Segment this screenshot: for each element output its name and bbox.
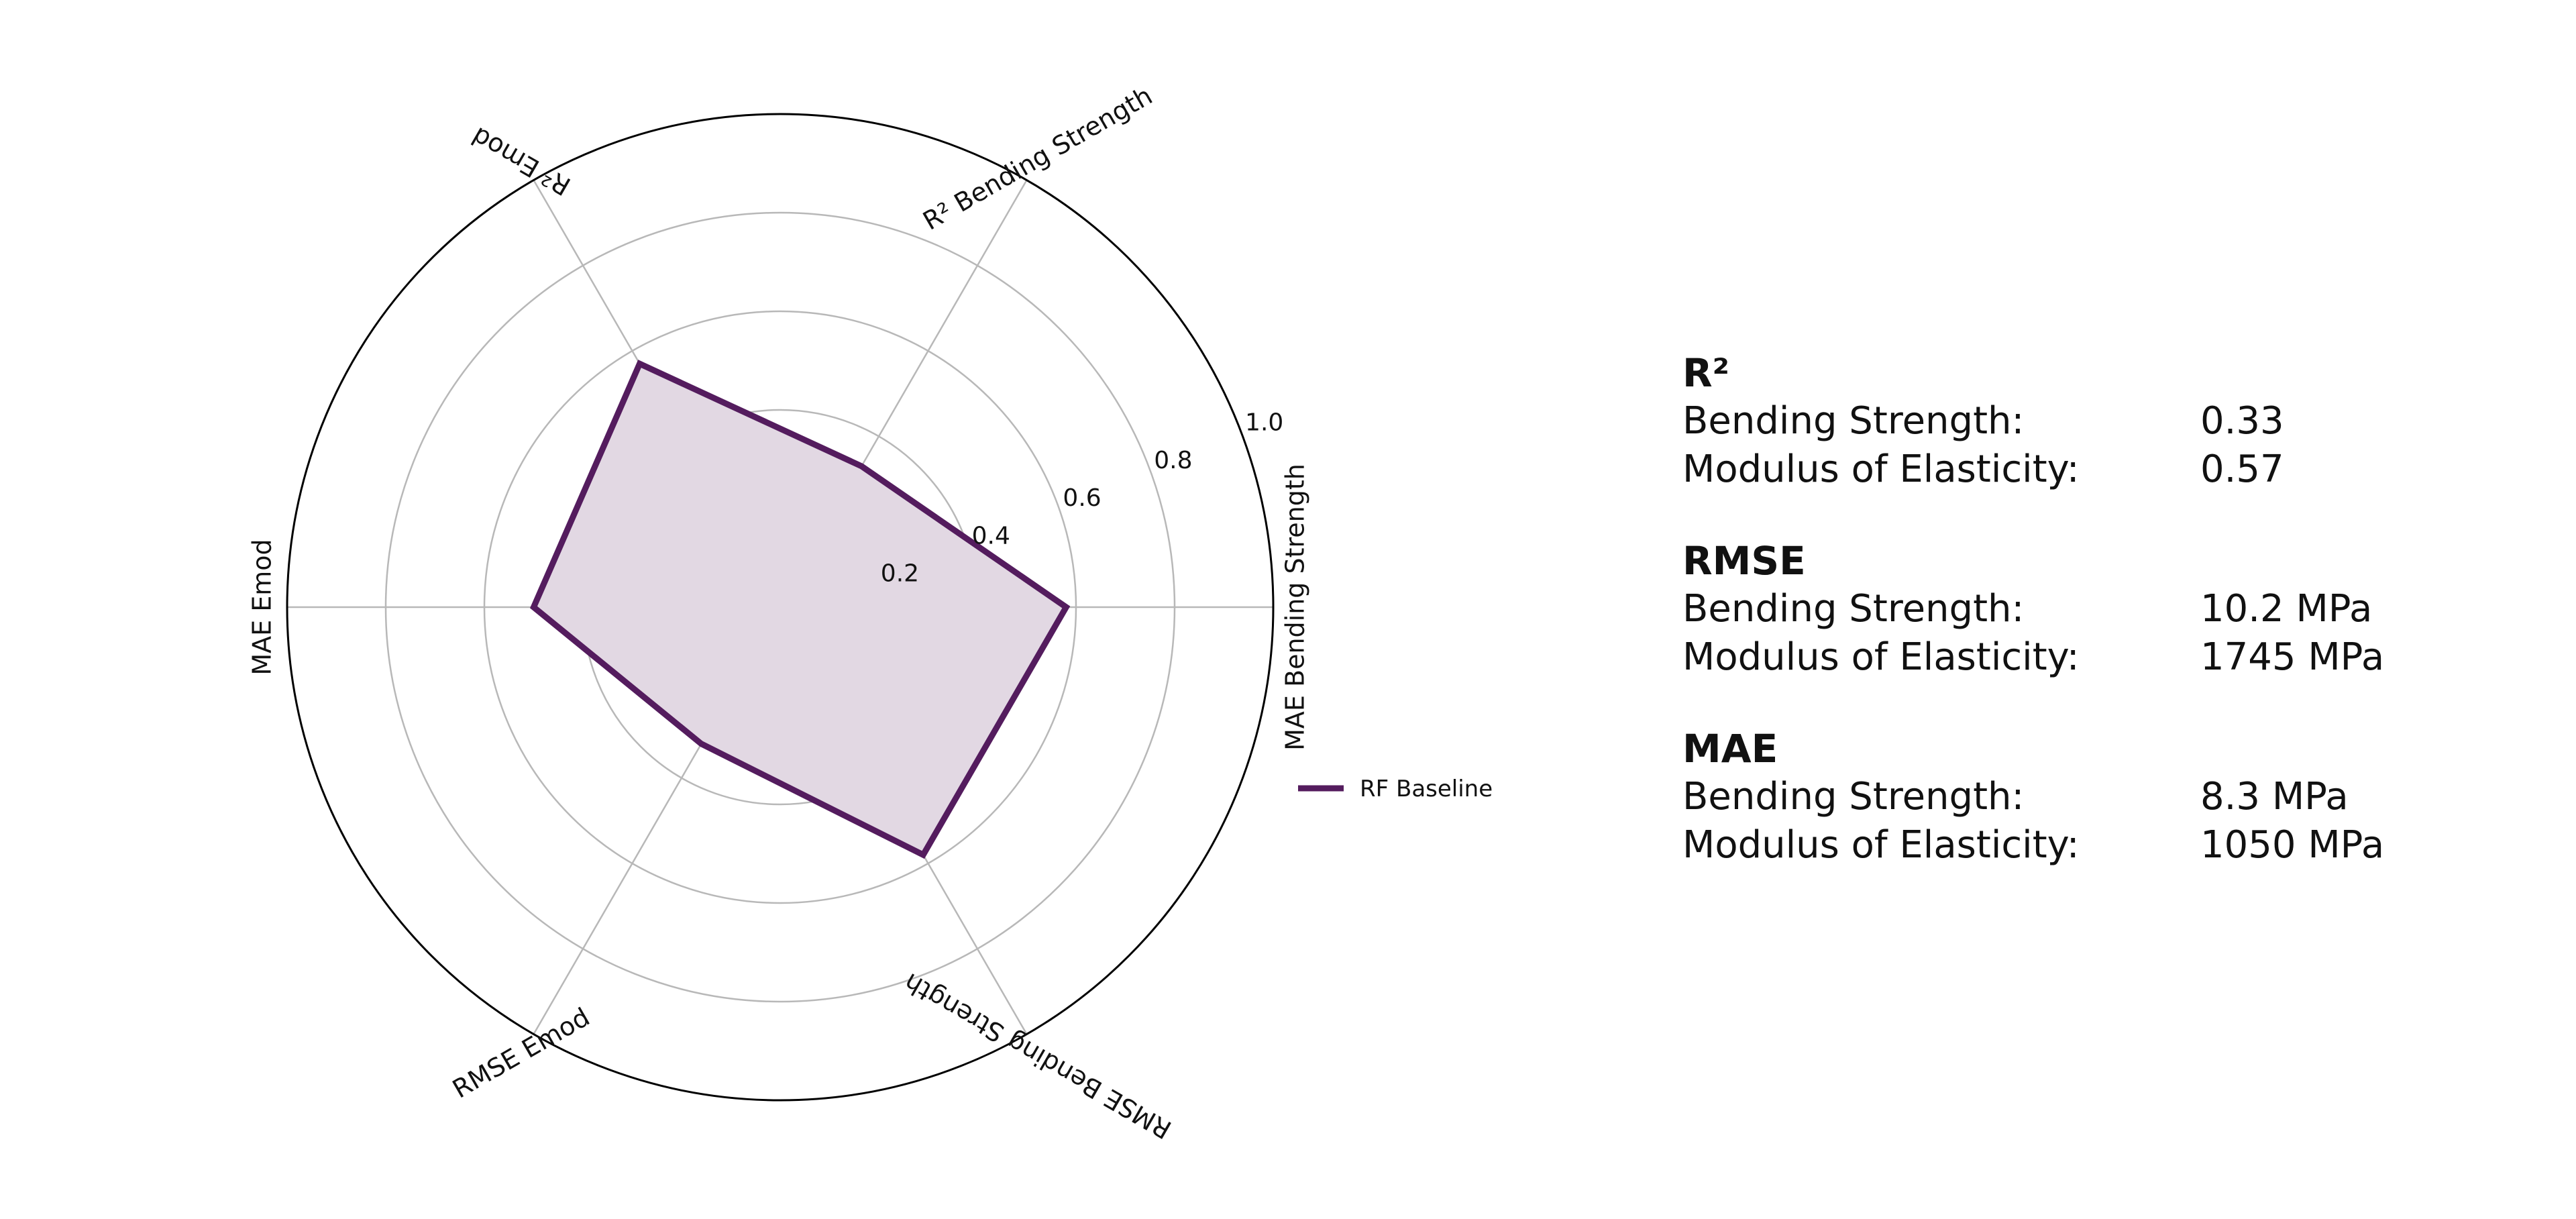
outer-circle <box>286 113 1275 1102</box>
r2-moe-row: Modulus of Elasticity: 0.57 <box>1682 445 2487 494</box>
metrics-panel: R² Bending Strength: 0.33 Modulus of Ela… <box>1682 349 2487 912</box>
r2-moe-value: 0.57 <box>2200 447 2284 491</box>
legend-label: RF Baseline <box>1360 776 1493 802</box>
radial-tick-label: 0.2 <box>881 560 919 588</box>
r2-bending-label: Bending Strength: <box>1682 399 2025 443</box>
rmse-moe-value: 1745 MPa <box>2200 635 2385 679</box>
radial-tick-label: 0.6 <box>1063 484 1101 512</box>
rmse-group: RMSE Bending Strength: 10.2 MPa Modulus … <box>1682 537 2487 682</box>
axis-label: RMSE Bending Strength <box>899 967 1177 1145</box>
mae-moe-label: Modulus of Elasticity: <box>1682 823 2080 867</box>
r2-group: R² Bending Strength: 0.33 Modulus of Ela… <box>1682 349 2487 494</box>
radial-tick-label: 0.8 <box>1154 447 1192 474</box>
radial-tick-label: 1.0 <box>1245 409 1283 437</box>
rmse-bending-label: Bending Strength: <box>1682 587 2025 631</box>
mae-bending-row: Bending Strength: 8.3 MPa <box>1682 773 2487 821</box>
series-fill <box>533 364 1067 855</box>
rmse-heading: RMSE <box>1682 538 1806 584</box>
mae-bending-label: Bending Strength: <box>1682 775 2025 818</box>
mae-bending-value: 8.3 MPa <box>2200 775 2349 818</box>
mae-group: MAE Bending Strength: 8.3 MPa Modulus of… <box>1682 725 2487 869</box>
r2-bending-value: 0.33 <box>2200 399 2284 443</box>
mae-heading: MAE <box>1682 726 1778 772</box>
r2-heading: R² <box>1682 350 1730 396</box>
r2-bending-row: Bending Strength: 0.33 <box>1682 397 2487 445</box>
r2-moe-label: Modulus of Elasticity: <box>1682 447 2080 491</box>
axis-label: MAE Emod <box>248 539 277 675</box>
rmse-moe-label: Modulus of Elasticity: <box>1682 635 2080 679</box>
axis-label: R² Emod <box>467 121 576 201</box>
radial-tick-label: 0.4 <box>972 522 1010 549</box>
axis-label: R² Bending Strength <box>918 81 1157 235</box>
rmse-bending-value: 10.2 MPa <box>2200 587 2373 631</box>
mae-moe-value: 1050 MPa <box>2200 823 2385 867</box>
axis-label: RMSE Emod <box>447 1002 594 1104</box>
mae-moe-row: Modulus of Elasticity: 1050 MPa <box>1682 821 2487 869</box>
rmse-bending-row: Bending Strength: 10.2 MPa <box>1682 585 2487 633</box>
rmse-moe-row: Modulus of Elasticity: 1745 MPa <box>1682 633 2487 682</box>
axis-label: MAE Bending Strength <box>1281 464 1310 751</box>
